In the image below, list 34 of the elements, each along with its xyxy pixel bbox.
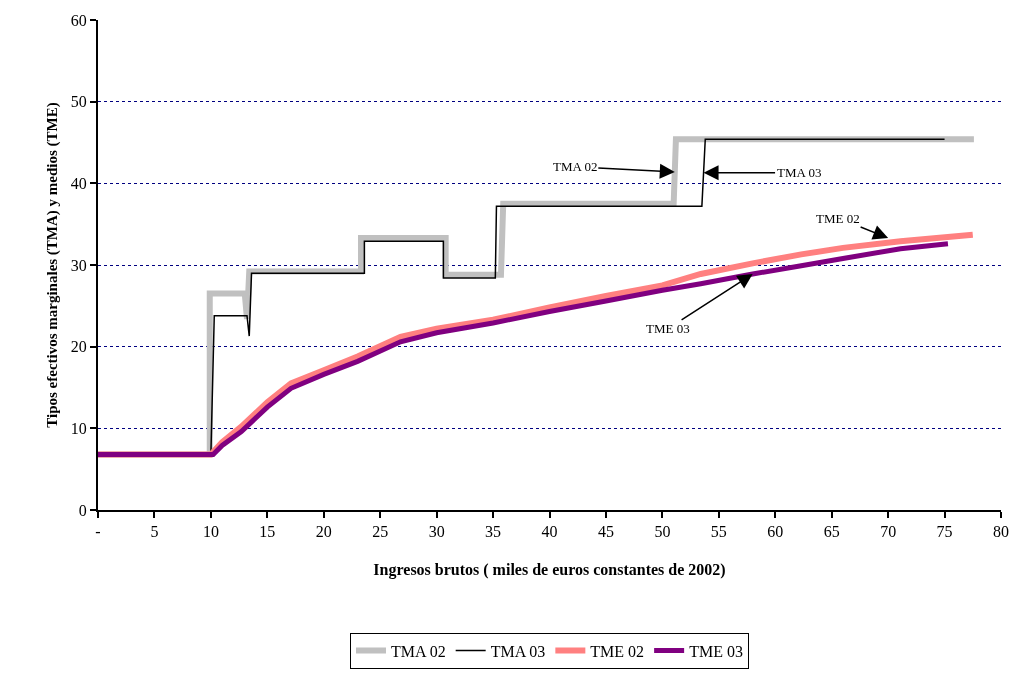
y-tick-label: 40 — [70, 174, 87, 192]
x-tick-label: 25 — [372, 523, 389, 541]
annotation: TME 02 — [816, 211, 860, 226]
x-tick-label: 75 — [936, 523, 953, 541]
y-tick-label: 50 — [70, 93, 87, 111]
x-tick-label: 5 — [150, 523, 159, 541]
x-tick-label: 80 — [993, 523, 1009, 541]
y-axis-title: Tipos efectivos marginales (TMA) y medios (TME) — [43, 102, 61, 428]
x-tick-label: 45 — [597, 523, 614, 541]
legend-label: TMA 02 — [391, 642, 446, 660]
x-tick-label: 30 — [428, 523, 445, 541]
x-tick-label: 40 — [541, 523, 558, 541]
y-tick-label: 30 — [70, 256, 87, 274]
x-axis-title: Ingresos brutos ( miles de euros constantes de 2002) — [373, 561, 726, 580]
y-tick-label: 20 — [70, 338, 87, 356]
x-tick-label: 60 — [767, 523, 784, 541]
x-tick-label: 70 — [880, 523, 897, 541]
y-tick-label: 0 — [78, 501, 87, 519]
x-tick-label: 50 — [654, 523, 671, 541]
legend-label: TME 02 — [590, 642, 645, 660]
annotation: TMA 02 — [553, 159, 598, 174]
x-tick-label: 55 — [710, 523, 727, 541]
x-tick-label: 35 — [485, 523, 502, 541]
annotation: TMA 03 — [777, 165, 822, 180]
x-tick-label: - — [95, 523, 101, 541]
annotation: TME 03 — [646, 321, 690, 336]
x-tick-label: 65 — [823, 523, 840, 541]
legend-label: TMA 03 — [490, 642, 546, 660]
x-tick-label: 10 — [202, 523, 219, 541]
y-tick-label: 10 — [70, 419, 87, 437]
x-tick-label: 15 — [259, 523, 276, 541]
legend-label: TME 03 — [689, 642, 743, 660]
x-tick-label: 20 — [315, 523, 332, 541]
y-tick-label: 60 — [70, 11, 87, 29]
